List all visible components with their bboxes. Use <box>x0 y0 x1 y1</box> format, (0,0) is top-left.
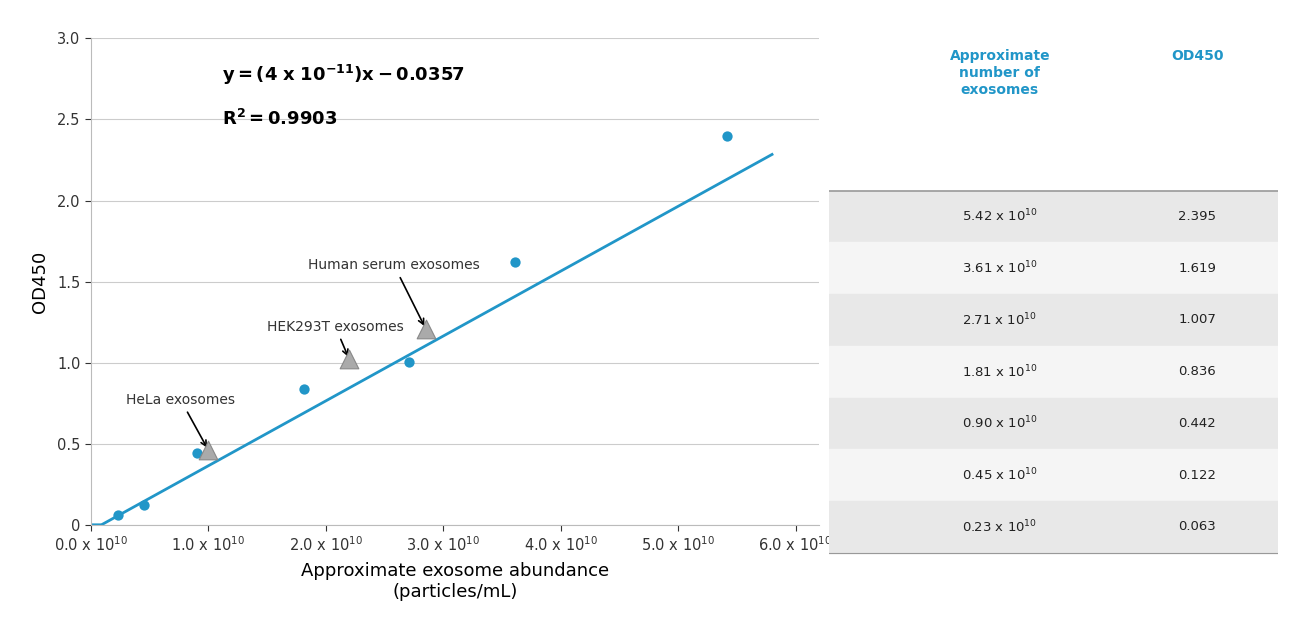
Point <box>134 500 155 510</box>
Bar <box>829 449 1278 501</box>
Point <box>718 131 738 141</box>
Text: 5.42 x 10$^{10}$: 5.42 x 10$^{10}$ <box>962 208 1037 225</box>
Text: $\mathbf{R^2 = 0.9903}$: $\mathbf{R^2 = 0.9903}$ <box>222 109 338 129</box>
Text: Human serum exosomes: Human serum exosomes <box>308 259 480 324</box>
Bar <box>829 346 1278 397</box>
Text: 0.45 x 10$^{10}$: 0.45 x 10$^{10}$ <box>962 467 1037 483</box>
Bar <box>829 191 1278 243</box>
Text: Approximate
number of
exosomes: Approximate number of exosomes <box>949 49 1050 97</box>
Point <box>399 356 420 367</box>
Text: 0.063: 0.063 <box>1178 520 1216 533</box>
Text: 2.71 x 10$^{10}$: 2.71 x 10$^{10}$ <box>962 312 1037 328</box>
Point <box>186 448 207 458</box>
Text: 0.836: 0.836 <box>1178 365 1216 378</box>
Text: 0.442: 0.442 <box>1178 417 1216 430</box>
Text: HEK293T exosomes: HEK293T exosomes <box>266 320 404 355</box>
X-axis label: Approximate exosome abundance
(particles/mL): Approximate exosome abundance (particles… <box>300 563 610 601</box>
Bar <box>829 243 1278 294</box>
Bar <box>829 294 1278 346</box>
Point <box>108 509 129 520</box>
Text: 1.619: 1.619 <box>1178 262 1216 275</box>
Bar <box>829 501 1278 553</box>
Y-axis label: OD450: OD450 <box>31 250 49 313</box>
Point <box>504 257 525 268</box>
Text: HeLa exosomes: HeLa exosomes <box>126 393 235 446</box>
Text: 3.61 x 10$^{10}$: 3.61 x 10$^{10}$ <box>962 260 1037 276</box>
Text: 0.90 x 10$^{10}$: 0.90 x 10$^{10}$ <box>962 415 1037 431</box>
Bar <box>829 397 1278 449</box>
Text: OD450: OD450 <box>1171 49 1223 63</box>
Text: 1.007: 1.007 <box>1178 314 1216 326</box>
Point <box>415 323 436 333</box>
Point <box>198 445 218 455</box>
Text: 0.23 x 10$^{10}$: 0.23 x 10$^{10}$ <box>962 518 1037 535</box>
Text: 2.395: 2.395 <box>1178 210 1217 223</box>
Point <box>339 355 360 365</box>
Text: $\mathbf{y = (4\ x\ 10^{-11})x - 0.0357}$: $\mathbf{y = (4\ x\ 10^{-11})x - 0.0357}… <box>222 63 465 87</box>
Point <box>292 384 313 394</box>
Text: 1.81 x 10$^{10}$: 1.81 x 10$^{10}$ <box>962 364 1037 380</box>
Text: 0.122: 0.122 <box>1178 468 1217 482</box>
